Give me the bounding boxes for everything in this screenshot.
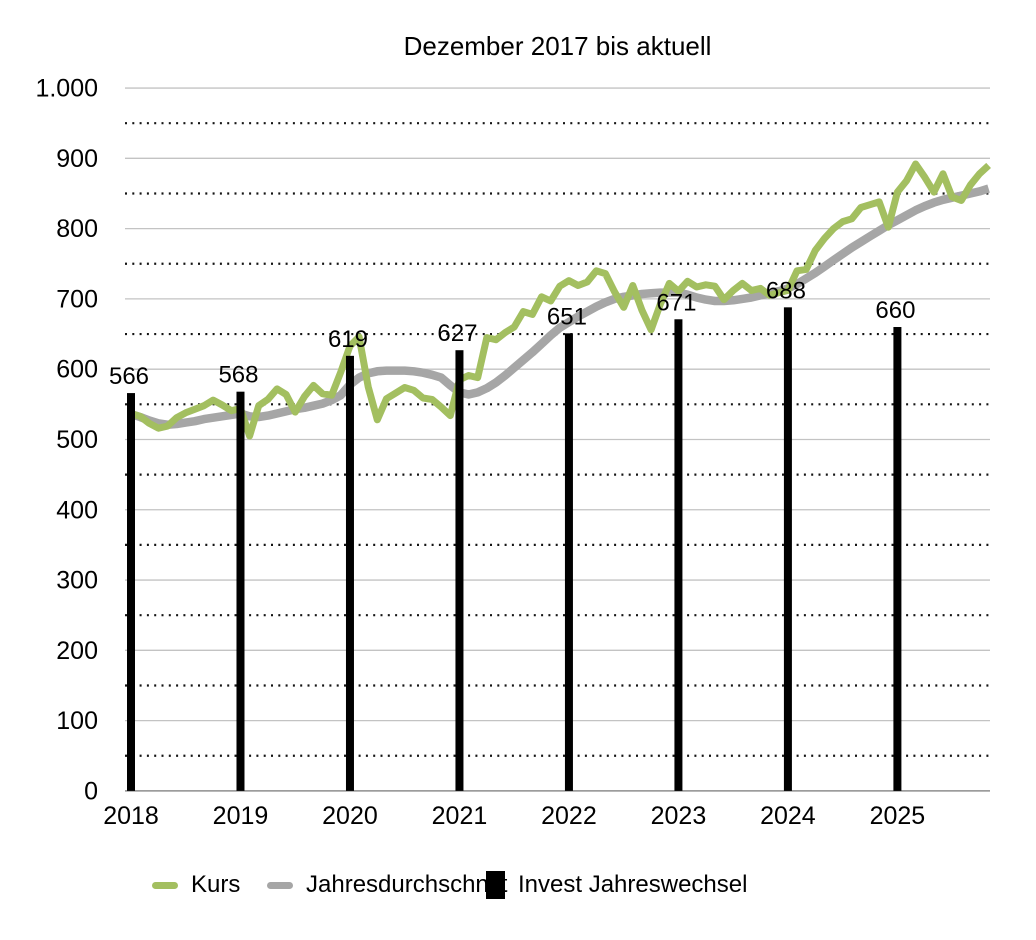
- y-tick-label: 300: [56, 567, 98, 595]
- invest-bar: [345, 355, 354, 791]
- y-tick-label: 200: [56, 637, 98, 665]
- x-tick-label: 2021: [432, 802, 488, 830]
- x-tick-label: 2024: [760, 802, 816, 830]
- x-tick-label: 2023: [651, 802, 707, 830]
- invest-bar-label: 568: [218, 362, 258, 389]
- legend-item-kurs: Kurs: [152, 868, 240, 902]
- invest-bar: [783, 307, 792, 791]
- invest-bar-label: 619: [328, 326, 368, 353]
- x-tick-label: 2025: [870, 802, 926, 830]
- invest-bar-label: 566: [109, 363, 149, 390]
- invest-bar: [127, 393, 135, 791]
- chart-title: Dezember 2017 bis aktuell: [403, 31, 712, 61]
- y-tick-label: 100: [56, 707, 98, 735]
- invest-bar-label: 671: [656, 289, 696, 316]
- y-tick-label: 0: [84, 777, 98, 805]
- invest-bar-label: 627: [437, 320, 477, 347]
- invest-bar-swatch: [486, 871, 505, 899]
- legend-label-invest-jahreswechsel: Invest Jahreswechsel: [518, 871, 748, 898]
- x-tick-label: 2022: [541, 802, 597, 830]
- invest-bar: [236, 391, 245, 791]
- kurs-line-swatch: [152, 881, 178, 889]
- invest-bar: [564, 333, 573, 791]
- y-tick-label: 800: [56, 215, 98, 243]
- x-tick-label: 2019: [213, 802, 269, 830]
- x-tick-label: 2020: [322, 802, 378, 830]
- legend-label-jahresdurchschnitt: Jahresdurchschnitt: [306, 871, 508, 898]
- invest-bar: [893, 327, 902, 791]
- invest-bar: [455, 350, 464, 791]
- y-tick-label: 600: [56, 356, 98, 384]
- invest-bar-label: 651: [547, 303, 587, 330]
- y-tick-label: 700: [56, 285, 98, 313]
- jahresdurchschnitt-line-swatch: [267, 881, 293, 889]
- kurs-line: [129, 160, 991, 440]
- legend-item-invest-jahreswechsel: Invest Jahreswechsel: [486, 868, 747, 902]
- legend-item-jahresdurchschnitt: Jahresdurchschnitt: [267, 868, 507, 902]
- legend-label-kurs: Kurs: [191, 871, 241, 898]
- y-tick-label: 900: [56, 145, 98, 173]
- jahresdurchschnitt-line: [129, 184, 990, 429]
- invest-bar-label: 660: [875, 297, 915, 324]
- invest-bar: [674, 319, 683, 791]
- legend: Kurs Jahresdurchschnitt Invest Jahreswec…: [0, 868, 1036, 902]
- x-tick-label: 2018: [103, 802, 159, 830]
- y-tick-label: 500: [56, 426, 98, 454]
- y-tick-label: 1.000: [35, 75, 98, 103]
- invest-bar-label: 688: [766, 277, 806, 304]
- y-tick-label: 400: [56, 496, 98, 524]
